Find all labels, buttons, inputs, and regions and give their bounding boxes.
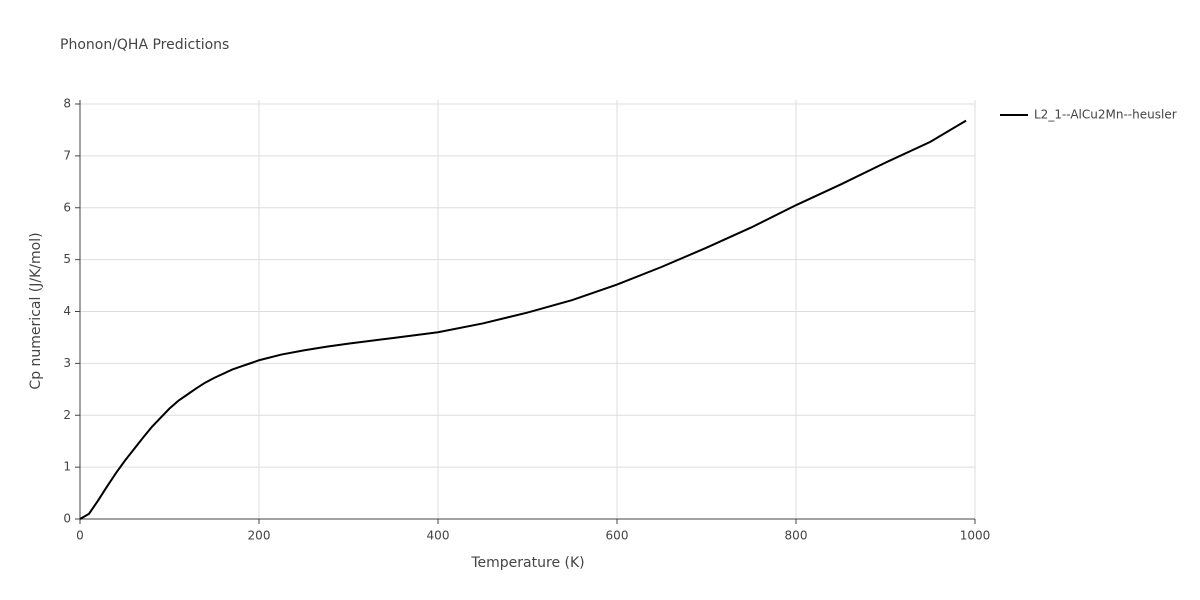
x-tick-label: 200: [248, 529, 271, 543]
x-tick-label: 400: [427, 529, 450, 543]
legend-label: L2_1--AlCu2Mn--heusler: [1034, 108, 1177, 122]
y-tick-label: 8: [63, 97, 71, 111]
y-axis-label: Cp numerical (J/K/mol): [28, 232, 44, 389]
y-tick-label: 0: [63, 512, 71, 526]
y-tick-label: 6: [63, 200, 71, 214]
y-tick-label: 1: [63, 460, 71, 474]
x-tick-label: 800: [785, 529, 808, 543]
y-tick-label: 5: [63, 252, 71, 266]
x-tick-label: 1000: [960, 529, 991, 543]
x-tick-label: 0: [76, 529, 84, 543]
series-line: [79, 119, 967, 520]
y-tick-label: 4: [63, 304, 71, 318]
y-tick-label: 2: [63, 408, 71, 422]
x-axis-label: Temperature (K): [470, 555, 584, 571]
x-tick-label: 600: [606, 529, 629, 543]
y-tick-label: 3: [63, 356, 71, 370]
y-tick-label: 7: [63, 148, 71, 162]
chart-title: Phonon/QHA Predictions: [60, 37, 229, 53]
